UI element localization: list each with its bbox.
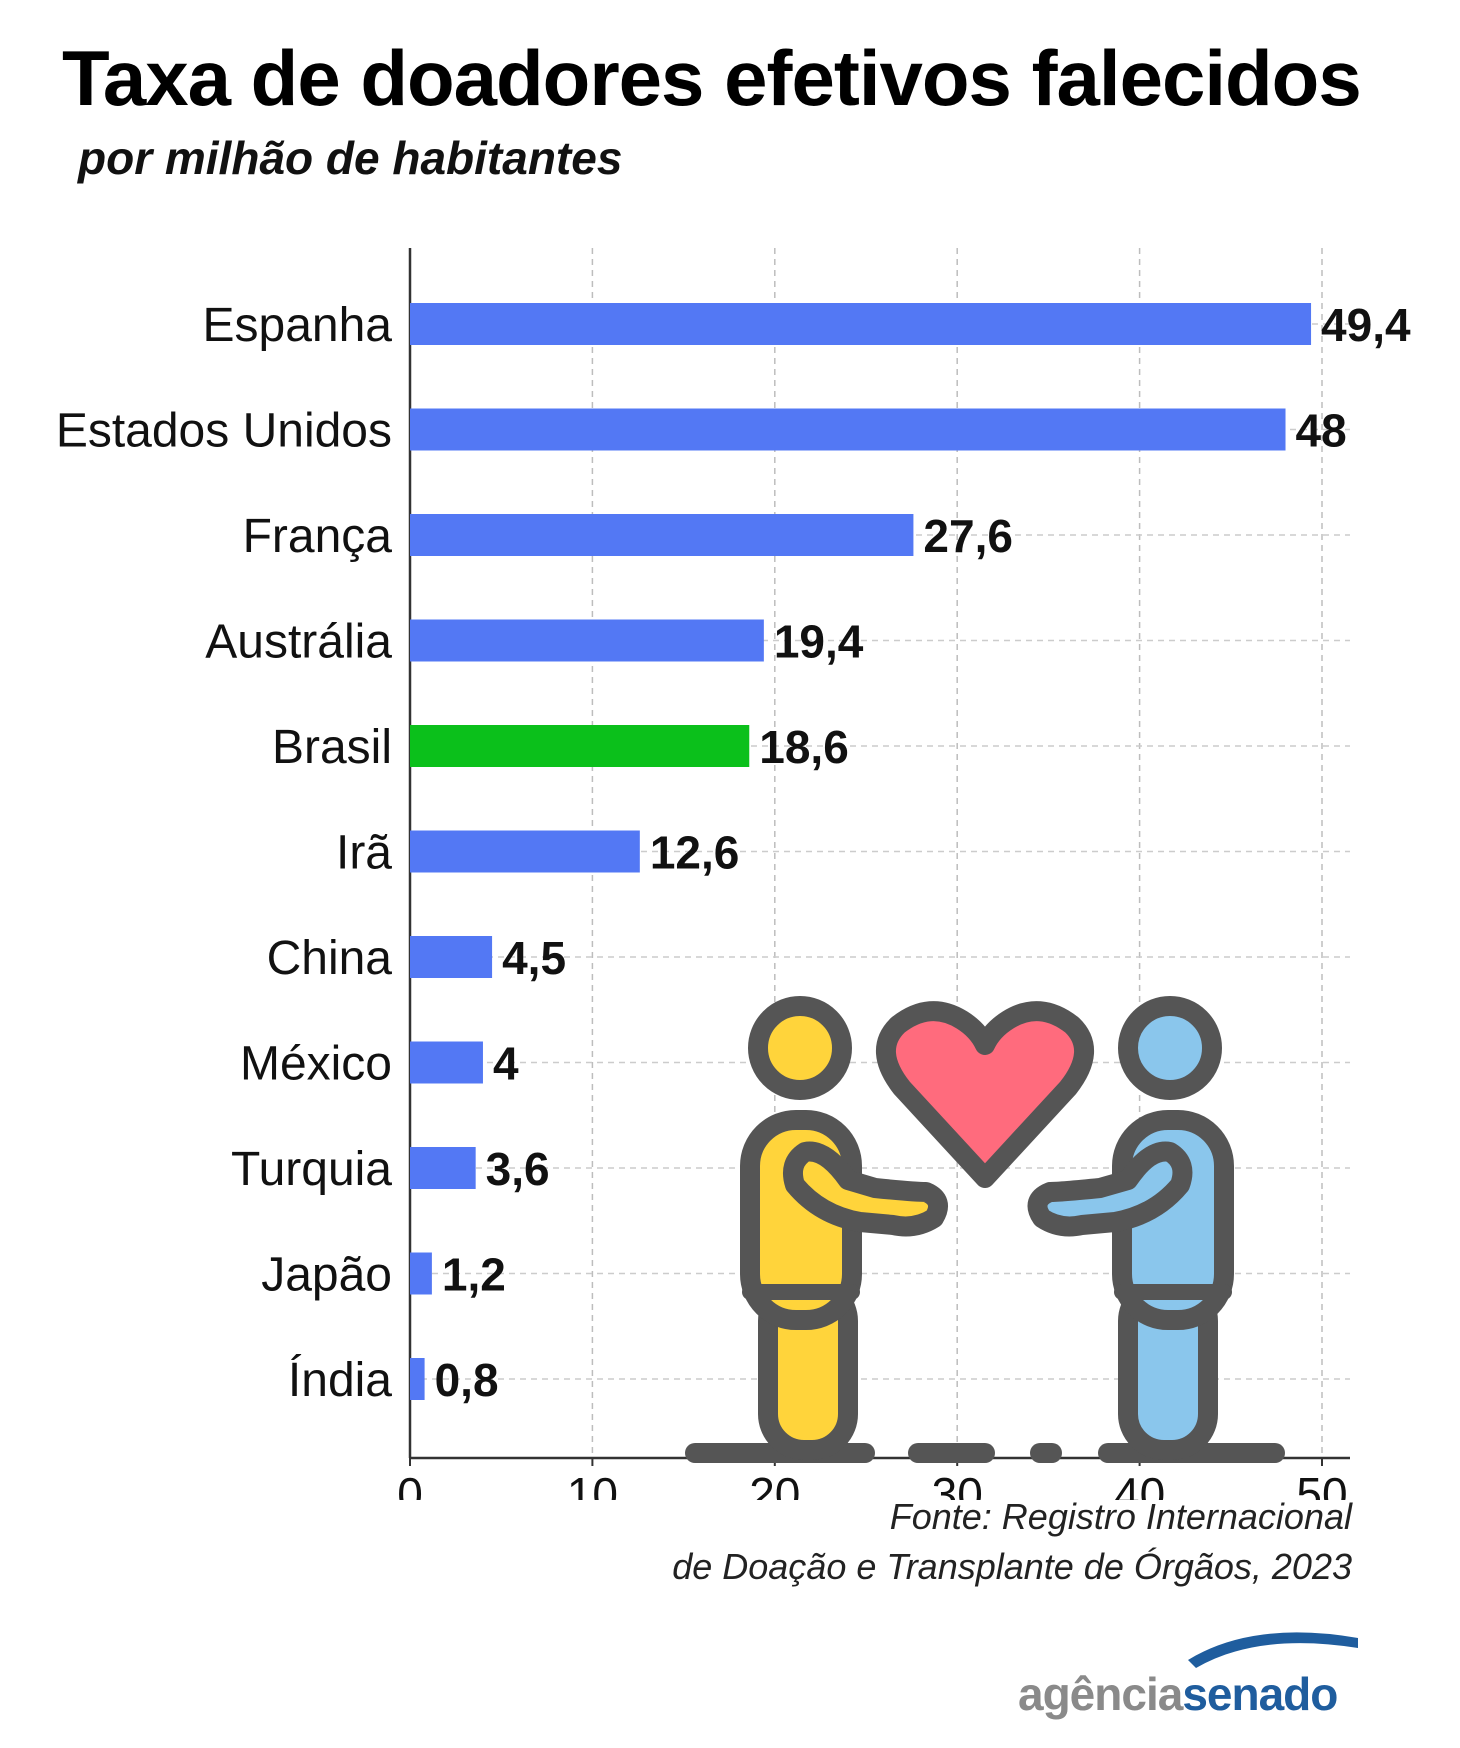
value-label: 48	[1296, 405, 1347, 457]
value-label: 1,2	[442, 1249, 506, 1301]
bar-brasil	[410, 725, 750, 767]
bar-frança	[410, 514, 914, 556]
category-label: Estados Unidos	[56, 405, 392, 458]
category-label: Japão	[261, 1249, 392, 1302]
svg-text:agênciasenado: agênciasenado	[1018, 1668, 1337, 1720]
value-label: 18,6	[759, 721, 849, 773]
bar-chart: 0 10 20 30 40 50 Espanha 49,4 Estados Unidos 48 F…	[56, 248, 1411, 1500]
value-label: 0,8	[435, 1354, 499, 1406]
chart-subtitle: por milhão de habitantes	[78, 132, 623, 184]
value-label: 27,6	[923, 510, 1013, 562]
value-label: 49,4	[1321, 299, 1411, 351]
category-label: Índia	[288, 1354, 392, 1407]
bar-turquia	[410, 1147, 476, 1189]
heart-icon	[875, 1001, 1095, 1188]
logo-arc-icon	[1188, 1632, 1358, 1668]
x-tick-label: 10	[567, 1468, 618, 1500]
x-tick-label: 0	[397, 1468, 423, 1500]
source-line-2: de Doação e Transplante de Órgãos, 2023	[672, 1546, 1352, 1587]
bar-índia	[410, 1358, 425, 1400]
source-note: Fonte: Registro Internacional de Doação …	[672, 1492, 1352, 1592]
bar-irã	[410, 830, 640, 873]
category-label: França	[243, 510, 393, 563]
chart-title: Taxa de doadores efetivos falecidos	[62, 34, 1362, 122]
x-tick-label: 50	[1296, 1468, 1347, 1500]
category-label: México	[240, 1038, 392, 1091]
person-left-icon	[740, 996, 948, 1460]
x-tick-label: 30	[932, 1468, 983, 1500]
bar-méxico	[410, 1041, 483, 1084]
category-label: Brasil	[272, 721, 392, 774]
category-label: Turquia	[231, 1143, 392, 1196]
logo-text-agencia: agência	[1018, 1668, 1184, 1720]
value-label: 4	[493, 1038, 519, 1090]
x-tick-label: 20	[749, 1468, 800, 1500]
person-right-icon	[1027, 996, 1234, 1460]
value-label: 12,6	[650, 827, 740, 879]
agencia-senado-logo: agênciasenado	[1018, 1632, 1358, 1720]
category-label: Espanha	[203, 299, 393, 352]
bar-china	[410, 936, 493, 978]
value-label: 4,5	[502, 932, 566, 984]
bar-estados-unidos	[410, 408, 1286, 451]
source-line-1: Fonte: Registro Internacional	[889, 1496, 1352, 1537]
bars: Espanha 49,4 Estados Unidos 48 França 27,6 Aus…	[56, 299, 1411, 1407]
category-label: China	[267, 932, 393, 985]
bar-espanha	[410, 303, 1312, 345]
category-label: Irã	[336, 827, 392, 880]
category-label: Austrália	[205, 616, 392, 669]
people-sharing-heart-icon	[685, 996, 1285, 1463]
bar-austrália	[410, 619, 764, 662]
x-tick-label: 40	[1114, 1468, 1165, 1500]
value-label: 19,4	[774, 616, 864, 668]
bar-japão	[410, 1252, 432, 1295]
logo-text-senado: senado	[1182, 1668, 1337, 1720]
value-label: 3,6	[486, 1143, 550, 1195]
